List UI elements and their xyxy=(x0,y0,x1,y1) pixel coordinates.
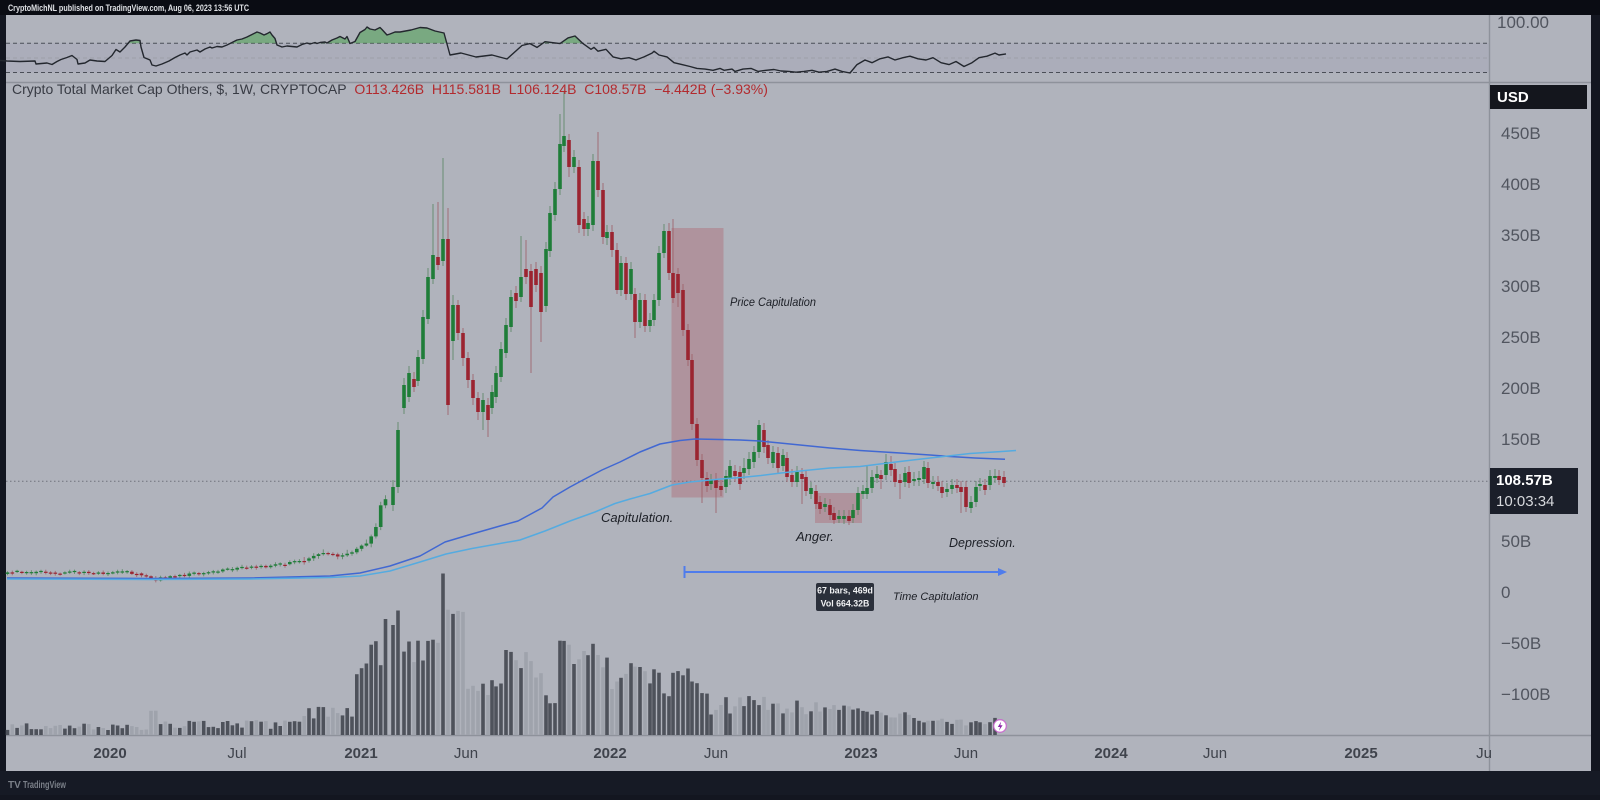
svg-text:0: 0 xyxy=(1501,583,1510,602)
svg-text:2022: 2022 xyxy=(593,745,626,762)
svg-text:Vol 664.32B: Vol 664.32B xyxy=(821,599,870,609)
svg-text:Jun: Jun xyxy=(1203,745,1227,762)
svg-text:2025: 2025 xyxy=(1344,745,1377,762)
svg-text:108.57B: 108.57B xyxy=(1496,472,1553,489)
svg-text:150B: 150B xyxy=(1501,430,1541,449)
svg-text:2020: 2020 xyxy=(93,745,126,762)
svg-text:2021: 2021 xyxy=(344,745,377,762)
svg-text:−50B: −50B xyxy=(1501,634,1541,653)
svg-text:Anger.: Anger. xyxy=(795,529,834,544)
svg-text:67 bars, 469d: 67 bars, 469d xyxy=(817,586,873,596)
svg-text:200B: 200B xyxy=(1501,379,1541,398)
svg-text:2024: 2024 xyxy=(1094,745,1128,762)
svg-text:10:03:34: 10:03:34 xyxy=(1496,493,1554,510)
svg-text:300B: 300B xyxy=(1501,277,1541,296)
svg-text:Jun: Jun xyxy=(954,745,978,762)
svg-text:USD: USD xyxy=(1497,89,1529,106)
svg-text:Ju: Ju xyxy=(1476,745,1492,762)
svg-text:TV: TV xyxy=(8,780,21,791)
svg-text:50B: 50B xyxy=(1501,532,1531,551)
svg-text:Depression.: Depression. xyxy=(949,536,1016,550)
svg-text:2023: 2023 xyxy=(844,745,877,762)
svg-text:Capitulation.: Capitulation. xyxy=(601,510,673,525)
svg-text:−100B: −100B xyxy=(1501,685,1551,704)
svg-text:250B: 250B xyxy=(1501,328,1541,347)
svg-text:Time Capitulation: Time Capitulation xyxy=(893,591,979,603)
svg-text:450B: 450B xyxy=(1501,124,1541,143)
svg-text:Jul: Jul xyxy=(227,745,246,762)
svg-text:Jun: Jun xyxy=(704,745,728,762)
svg-text:400B: 400B xyxy=(1501,175,1541,194)
svg-text:Price Capitulation: Price Capitulation xyxy=(730,295,816,309)
svg-text:TradingView: TradingView xyxy=(23,779,67,791)
svg-text:350B: 350B xyxy=(1501,226,1541,245)
svg-text:100.00: 100.00 xyxy=(1497,13,1549,32)
svg-text:CryptoMichNL published on Trad: CryptoMichNL published on TradingView.co… xyxy=(8,3,249,14)
svg-text:Jun: Jun xyxy=(454,745,478,762)
svg-text:Crypto Total Market Cap Others: Crypto Total Market Cap Others, $, 1W, C… xyxy=(12,81,768,97)
